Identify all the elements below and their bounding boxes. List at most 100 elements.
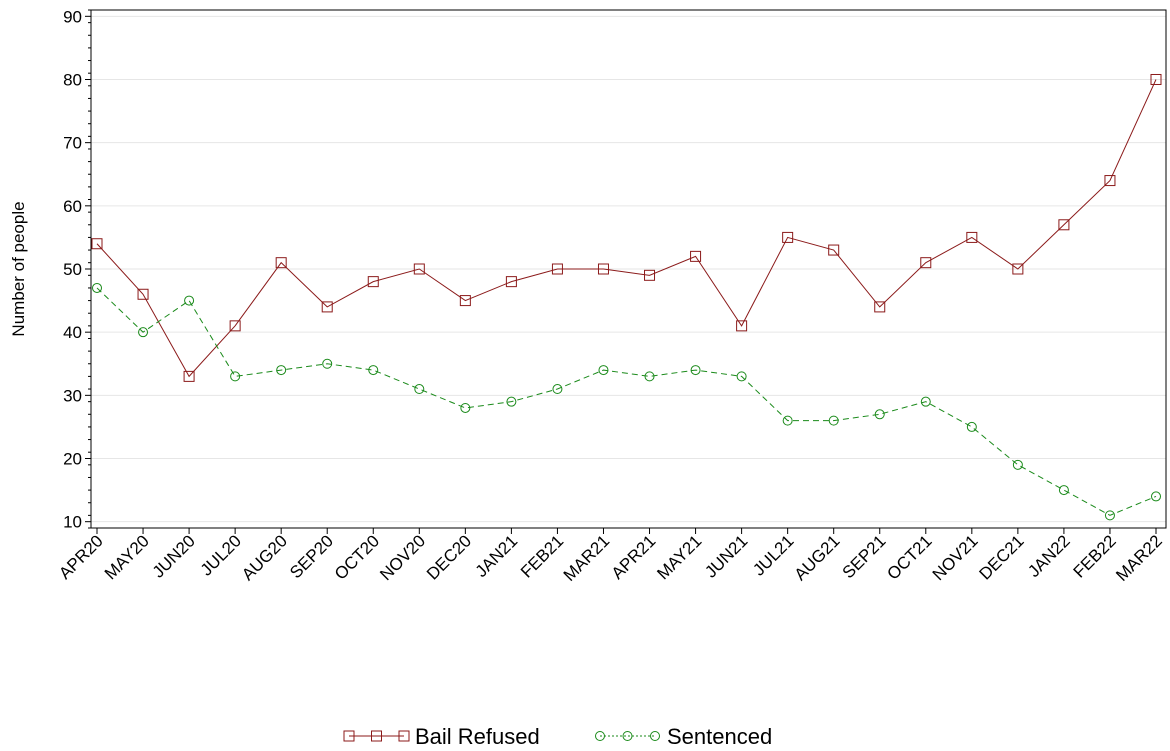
data-point xyxy=(736,371,747,382)
legend-item: Sentenced xyxy=(595,724,772,749)
y-tick-label: 60 xyxy=(63,197,82,216)
data-point xyxy=(367,276,379,288)
data-point xyxy=(506,396,517,407)
data-point xyxy=(138,327,149,338)
x-tick-label: JUN21 xyxy=(701,531,751,581)
data-point xyxy=(782,415,793,426)
x-tick-label: MAR21 xyxy=(560,531,614,585)
x-tick-label: JUN20 xyxy=(149,531,199,581)
legend-label: Sentenced xyxy=(667,724,772,749)
legend-marker xyxy=(371,730,382,742)
y-tick-label: 20 xyxy=(63,450,82,469)
legend-marker xyxy=(343,730,355,742)
x-tick-label: JAN22 xyxy=(1024,531,1074,581)
legend-item: Bail Refused xyxy=(343,724,540,749)
data-point xyxy=(321,301,333,313)
data-point xyxy=(137,288,149,300)
x-tick-label: MAY21 xyxy=(653,531,705,583)
x-tick-label: JUL21 xyxy=(749,531,797,579)
x-tick-label: NOV21 xyxy=(929,531,982,584)
data-point xyxy=(1058,219,1070,231)
data-point xyxy=(322,358,333,369)
data-point xyxy=(1058,485,1069,496)
y-axis-label: Number of people xyxy=(9,201,28,336)
series-line xyxy=(96,287,1157,516)
data-point xyxy=(229,320,241,332)
x-tick-label: MAR22 xyxy=(1112,531,1166,585)
x-tick-label: APR20 xyxy=(55,531,107,583)
data-point xyxy=(1104,510,1115,521)
data-point xyxy=(276,365,287,376)
y-axis: 10 20 30 40 50 60 70 80 90 xyxy=(63,7,91,532)
data-point xyxy=(184,295,195,306)
legend-swatch xyxy=(343,730,410,742)
y-tick-label: 90 xyxy=(63,7,82,26)
data-point xyxy=(505,276,517,288)
x-tick-label: DEC21 xyxy=(976,531,1028,583)
data-point xyxy=(966,421,977,432)
y-tick-label: 70 xyxy=(63,134,82,153)
x-tick-label: FEB22 xyxy=(1070,531,1120,581)
data-point xyxy=(1150,73,1162,85)
data-point xyxy=(920,396,931,407)
x-tick-label: MAY20 xyxy=(101,531,153,583)
data-point xyxy=(459,295,471,307)
y-tick-label: 10 xyxy=(63,513,82,532)
data-point xyxy=(597,263,609,275)
data-point xyxy=(874,301,886,313)
data-point xyxy=(413,263,425,275)
series-line xyxy=(96,79,1157,378)
x-tick-label: SEP20 xyxy=(286,531,337,582)
x-tick-label: OCT21 xyxy=(883,531,935,583)
x-tick-label: AUG21 xyxy=(791,531,844,584)
x-tick-label: FEB21 xyxy=(517,531,567,581)
data-point xyxy=(1104,175,1116,187)
data-point xyxy=(368,365,379,376)
series-sentenced xyxy=(92,282,1161,521)
data-point xyxy=(690,250,702,262)
legend-swatch xyxy=(595,731,660,741)
x-tick-label: APR21 xyxy=(608,531,660,583)
x-tick-label: JUL20 xyxy=(197,531,245,579)
gridlines xyxy=(91,15,1166,523)
data-point xyxy=(966,231,978,243)
data-point xyxy=(551,263,563,275)
data-point xyxy=(690,365,701,376)
y-tick-label: 80 xyxy=(63,70,82,89)
x-tick-label: NOV20 xyxy=(376,531,429,584)
legend: Bail Refused Sentenced xyxy=(343,724,772,749)
data-point xyxy=(828,415,839,426)
data-point xyxy=(460,402,471,413)
x-axis: APR20MAY20JUN20JUL20AUG20SEP20OCT20NOV20… xyxy=(55,528,1166,585)
data-point xyxy=(183,370,195,382)
data-point xyxy=(598,365,609,376)
data-point xyxy=(1012,459,1023,470)
legend-label: Bail Refused xyxy=(415,724,540,749)
legend-marker xyxy=(398,730,410,742)
data-point xyxy=(92,282,102,293)
data-point xyxy=(552,384,563,395)
data-point xyxy=(874,409,885,420)
data-point xyxy=(1012,263,1024,275)
x-tick-label: OCT20 xyxy=(331,531,383,583)
data-point xyxy=(920,257,932,269)
legend-marker xyxy=(650,731,660,741)
x-tick-label: JAN21 xyxy=(472,531,522,581)
y-tick-label: 40 xyxy=(63,323,82,342)
data-point xyxy=(782,231,794,243)
data-point xyxy=(230,371,241,382)
legend-marker xyxy=(622,731,633,741)
data-point xyxy=(1151,491,1161,502)
x-tick-label: AUG20 xyxy=(238,531,291,584)
x-tick-label: SEP21 xyxy=(839,531,890,582)
y-tick-label: 30 xyxy=(63,386,82,405)
data-point xyxy=(91,238,103,250)
data-point xyxy=(828,244,840,256)
data-point xyxy=(644,269,656,281)
data-point xyxy=(275,257,287,269)
legend-marker xyxy=(595,731,605,741)
series-layer xyxy=(91,73,1162,521)
data-point xyxy=(414,384,425,395)
x-tick-label: DEC20 xyxy=(423,531,475,583)
